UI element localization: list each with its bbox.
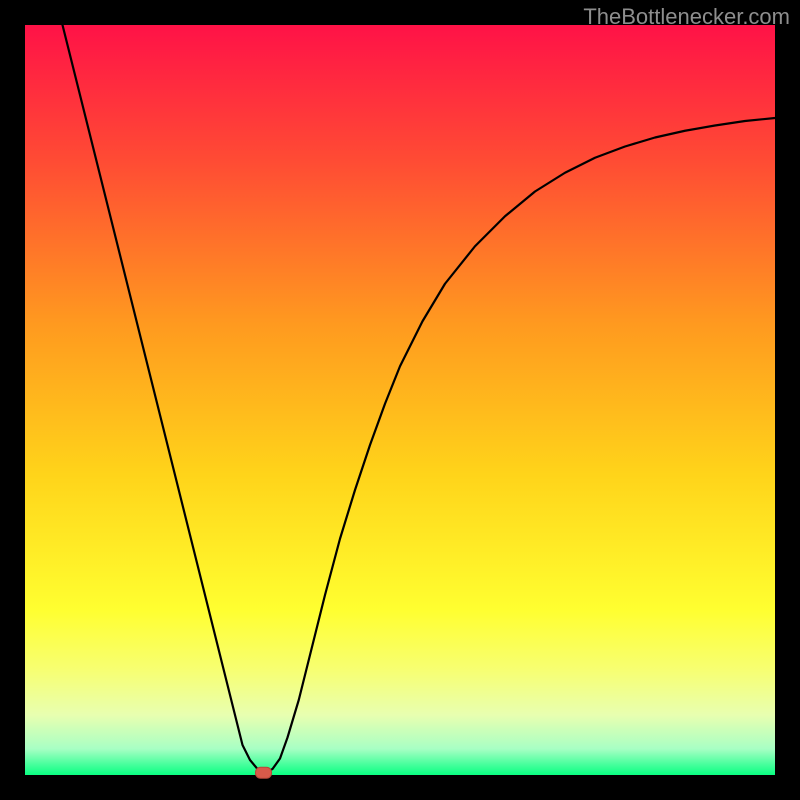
chart-stage: TheBottlenecker.com — [0, 0, 800, 800]
curve-layer — [0, 0, 800, 800]
optimum-marker — [256, 767, 272, 778]
bottleneck-curve — [63, 25, 776, 773]
watermark-text: TheBottlenecker.com — [583, 4, 790, 30]
